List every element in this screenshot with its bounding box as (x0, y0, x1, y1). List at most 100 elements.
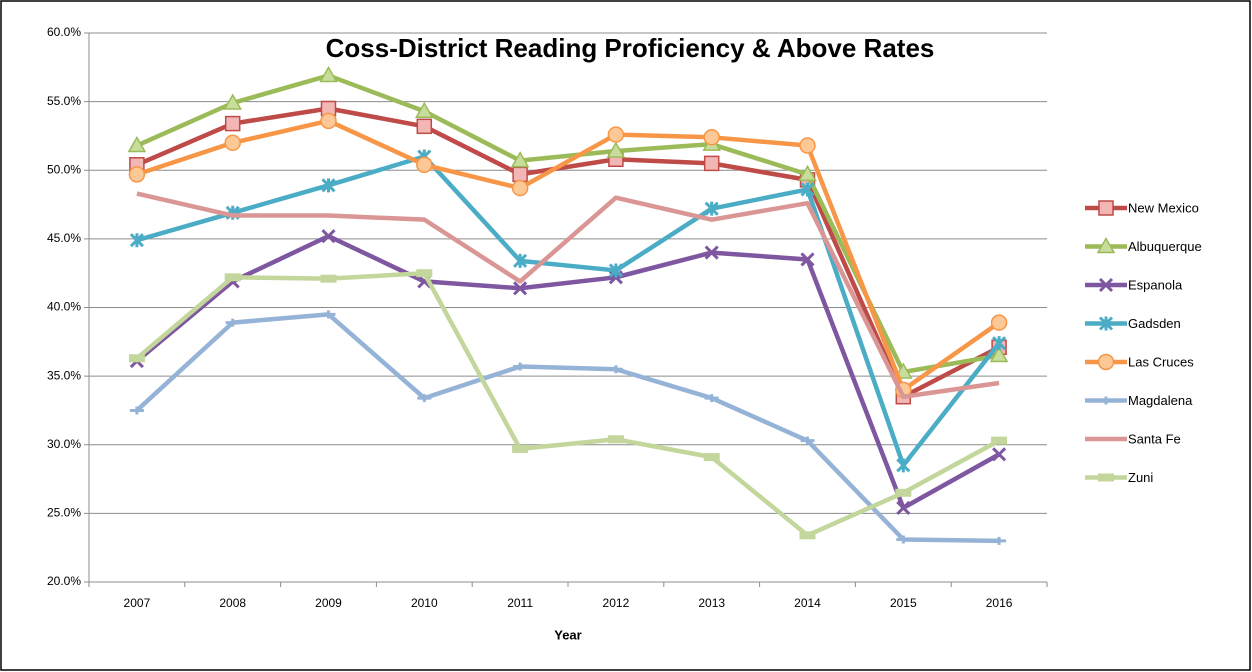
marker (512, 166, 528, 183)
marker (416, 156, 433, 174)
y-tick-label: 35.0% (47, 368, 81, 382)
chart-title: Coss-District Reading Proficiency & Abov… (326, 33, 935, 63)
marker (510, 151, 530, 168)
marker (1098, 473, 1114, 482)
marker (416, 269, 433, 278)
marker (990, 314, 1008, 331)
series (128, 112, 1008, 399)
marker (416, 118, 433, 135)
series (129, 229, 1007, 515)
marker (225, 318, 240, 327)
x-tick-label: 2010 (411, 596, 438, 610)
marker (224, 134, 241, 152)
marker (703, 155, 720, 172)
series-line (135, 233, 1001, 511)
series (136, 191, 1000, 399)
x-tick-label: 2009 (315, 596, 342, 610)
marker (128, 166, 146, 183)
marker (799, 531, 816, 540)
x-tick-label: 2008 (219, 596, 246, 610)
marker (127, 136, 147, 153)
marker (321, 178, 336, 193)
series-line (136, 118, 1001, 393)
marker (606, 141, 626, 158)
marker (128, 354, 145, 363)
marker (513, 253, 528, 268)
legend-label: Albuquerque (1128, 239, 1202, 254)
marker (896, 458, 911, 473)
marker (896, 500, 911, 515)
marker (800, 252, 815, 267)
marker (1098, 316, 1114, 331)
marker (607, 126, 625, 143)
series-line (136, 106, 1001, 399)
marker (223, 93, 242, 110)
marker (1098, 277, 1114, 293)
marker (511, 179, 529, 197)
series-line (135, 312, 1000, 544)
y-tick-label: 60.0% (47, 25, 81, 39)
legend-label: Magdalena (1128, 393, 1193, 408)
marker (704, 201, 719, 216)
marker (703, 129, 720, 146)
marker (799, 137, 816, 154)
marker (224, 273, 241, 282)
marker (321, 229, 336, 244)
x-axis-label: Year (554, 627, 581, 642)
marker (703, 453, 720, 462)
legend-label: Zuni (1128, 470, 1153, 485)
legend-label: Santa Fe (1128, 431, 1181, 446)
marker (800, 182, 815, 197)
y-tick-label: 25.0% (47, 506, 81, 520)
series-line (136, 154, 1001, 468)
x-tick-label: 2011 (507, 596, 533, 610)
x-tick-label: 2014 (794, 596, 821, 610)
marker (319, 66, 338, 83)
legend-label: Las Cruces (1128, 354, 1194, 369)
x-tick-label: 2012 (603, 596, 630, 610)
marker (321, 310, 336, 319)
marker (989, 346, 1009, 363)
y-tick-label: 55.0% (47, 94, 81, 108)
marker (991, 436, 1008, 445)
marker (895, 488, 912, 497)
marker (607, 435, 624, 444)
y-tick-label: 30.0% (47, 437, 81, 451)
legend-label: Espanola (1128, 277, 1183, 292)
marker (992, 447, 1007, 462)
marker (224, 115, 241, 132)
marker (800, 436, 815, 445)
series (129, 310, 1007, 545)
marker (1097, 353, 1115, 371)
series-line (135, 270, 1001, 538)
marker (512, 444, 529, 453)
marker (608, 365, 623, 374)
marker (992, 536, 1007, 545)
x-tick-label: 2015 (890, 596, 917, 610)
y-tick-label: 45.0% (47, 231, 81, 245)
marker (129, 406, 144, 415)
y-tick-label: 50.0% (47, 162, 81, 176)
x-tick-label: 2016 (986, 596, 1013, 610)
y-tick-label: 20.0% (47, 574, 81, 588)
x-tick-label: 2007 (124, 596, 151, 610)
marker (1099, 396, 1113, 405)
marker (320, 274, 337, 283)
marker (608, 263, 623, 278)
marker (992, 336, 1007, 351)
marker (417, 394, 432, 403)
series-line (136, 191, 1000, 399)
marker (798, 164, 817, 182)
marker (896, 535, 911, 544)
marker (704, 394, 719, 403)
marker (320, 112, 337, 130)
marker (1098, 200, 1114, 216)
legend-label: New Mexico (1128, 200, 1199, 215)
marker (415, 101, 434, 118)
series (128, 269, 1008, 540)
marker (1096, 236, 1116, 254)
legend-label: Gadsden (1128, 316, 1181, 331)
marker (129, 233, 144, 248)
